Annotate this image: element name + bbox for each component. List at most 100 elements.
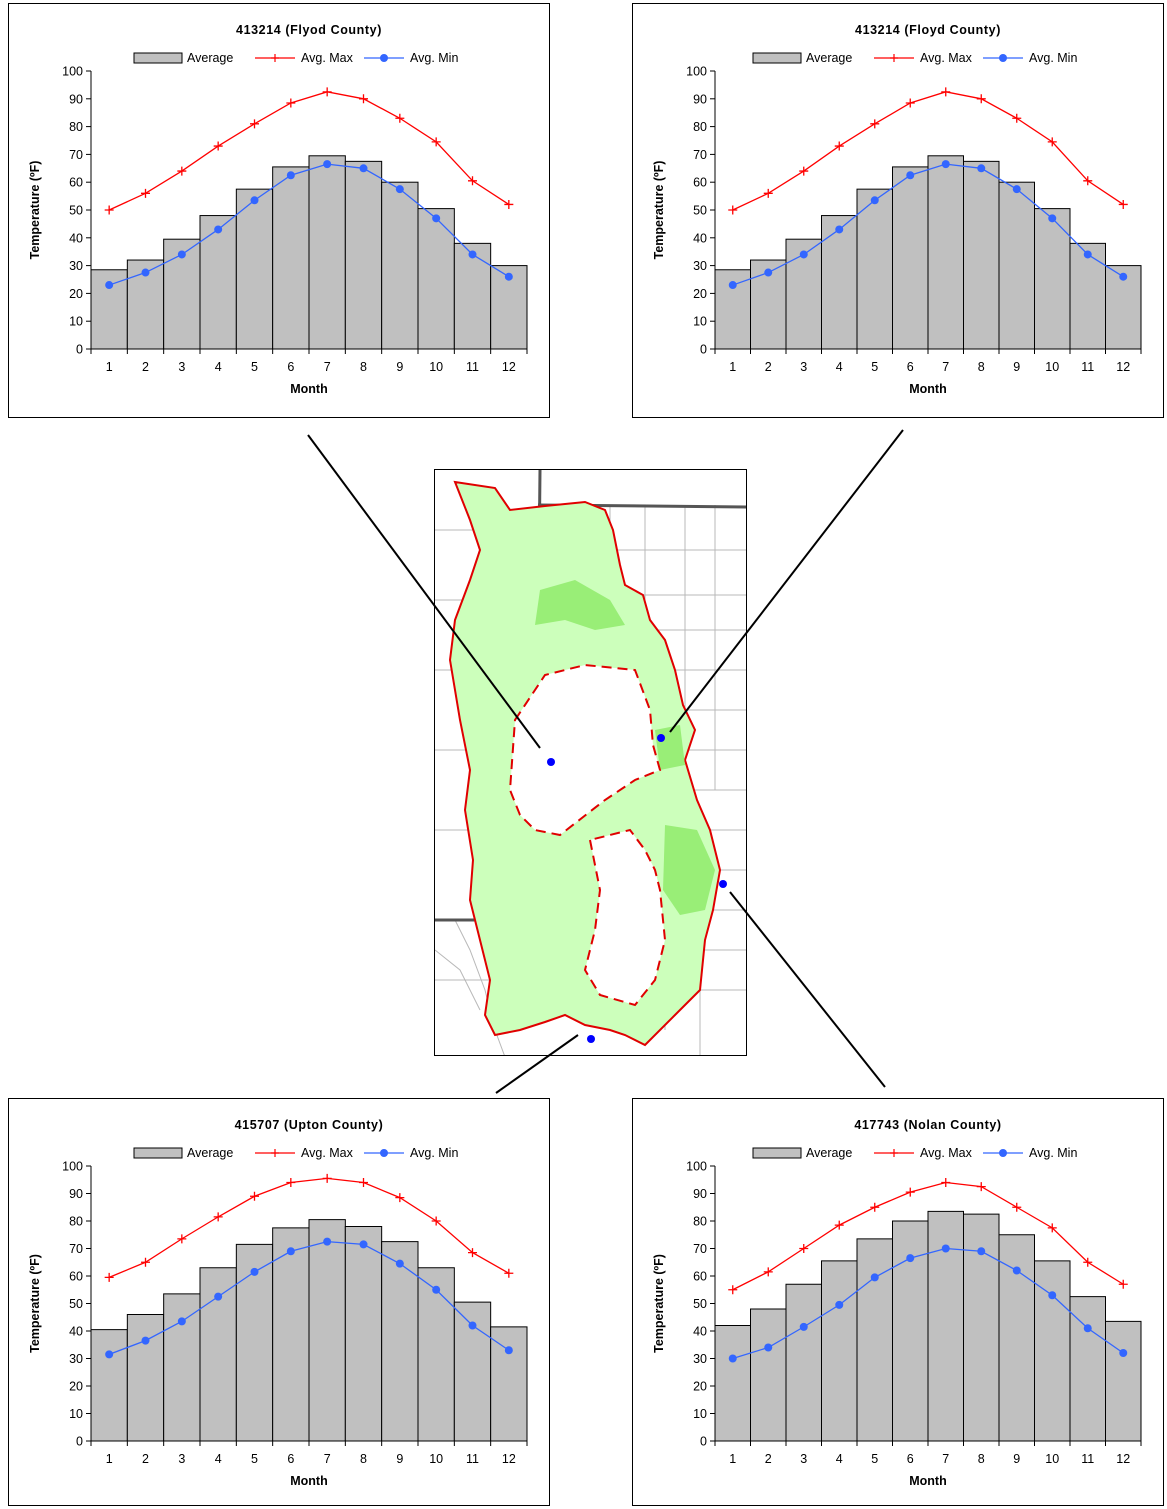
legend-marker-avg-max (890, 54, 898, 62)
leader-line-nolan (729, 891, 886, 1088)
y-tick-label: 80 (693, 120, 707, 134)
legend-marker-avg-max (271, 54, 279, 62)
avg-max-point-month-11 (1083, 1257, 1093, 1267)
x-tick-label: 11 (1081, 360, 1094, 374)
avg-min-point-month-6 (286, 171, 295, 180)
x-tick-label: 2 (765, 360, 772, 374)
avg-min-point-month-11 (1083, 250, 1092, 259)
line-series-avg-min (105, 160, 513, 290)
avg-min-point-month-7 (941, 160, 950, 169)
avg-min-point-month-6 (906, 171, 915, 180)
avg-min-point-month-2 (141, 268, 150, 277)
avg-max-point-month-2 (763, 188, 773, 198)
avg-min-point-month-2 (141, 1336, 150, 1345)
x-tick-label: 3 (178, 1452, 185, 1466)
y-axis-label: Temperature (ºF) (652, 1254, 666, 1353)
bar-average-month-3 (785, 1283, 822, 1442)
y-tick-label: 70 (693, 148, 707, 162)
legend-label-average: Average (187, 51, 233, 65)
bar-average-month-8 (344, 160, 383, 350)
y-tick-label: 90 (693, 1187, 707, 1201)
avg-min-point-month-4 (835, 225, 844, 234)
avg-max-point-month-2 (141, 188, 150, 198)
x-tick-label: 1 (106, 360, 113, 374)
avg-min-point-month-8 (977, 164, 986, 173)
avg-min-point-month-8 (359, 1240, 368, 1249)
avg-max-point-month-10 (1047, 137, 1057, 147)
avg-min-point-month-10 (1048, 214, 1057, 223)
legend-label-avg-max: Avg. Max (301, 1146, 354, 1160)
x-tick-label: 12 (502, 360, 516, 374)
y-tick-label: 0 (700, 343, 707, 357)
avg-max-point-month-3 (799, 166, 809, 176)
avg-max-point-month-3 (177, 166, 187, 176)
y-axis-label: Temperature (ºF) (652, 161, 666, 260)
legend-marker-avg-min (380, 1149, 388, 1157)
avg-max-point-month-10 (431, 137, 441, 147)
legend-swatch-average (752, 52, 802, 64)
x-tick-label: 11 (1081, 1452, 1094, 1466)
x-tick-label: 1 (729, 1452, 736, 1466)
avg-max-point-month-9 (395, 1193, 405, 1203)
x-tick-label: 2 (765, 1452, 772, 1466)
x-tick-label: 6 (287, 1452, 294, 1466)
avg-min-point-month-11 (468, 1321, 477, 1330)
avg-max-point-month-8 (976, 1182, 986, 1192)
legend-label-avg-min: Avg. Min (1029, 1146, 1077, 1160)
x-tick-label: 1 (729, 360, 736, 374)
x-tick-label: 1 (106, 1452, 113, 1466)
avg-min-line (732, 163, 1124, 286)
avg-max-point-month-8 (359, 94, 368, 104)
y-tick-label: 50 (693, 204, 707, 218)
y-tick-label: 100 (62, 1160, 83, 1174)
y-tick-label: 50 (69, 1297, 83, 1311)
y-tick-label: 10 (69, 1407, 83, 1421)
chart-title: 417743 (Nolan County) (854, 1118, 1001, 1132)
x-tick-label: 11 (466, 360, 479, 374)
legend-marker-avg-min (380, 54, 388, 62)
chart-nolan-county: 417743 (Nolan County) Average Avg. Max Avg.… (632, 1098, 1164, 1506)
chart-legend: Average Avg. Max Avg. Min (752, 1146, 1077, 1160)
avg-max-point-month-5 (870, 119, 880, 129)
y-tick-label: 60 (69, 176, 83, 190)
avg-min-point-month-12 (504, 1346, 513, 1355)
y-tick-label: 50 (69, 204, 83, 218)
avg-min-point-month-10 (432, 214, 441, 223)
line-series-avg-min (728, 1244, 1128, 1363)
y-axis-label: Temperature (ºF) (28, 1254, 42, 1353)
avg-max-point-month-4 (213, 1212, 223, 1222)
inner-white-zone-south (583, 828, 667, 1007)
inner-white-zone (508, 663, 662, 837)
avg-min-line (732, 1247, 1124, 1360)
avg-min-point-month-1 (728, 1354, 737, 1363)
bar-average-month-4 (199, 1267, 237, 1442)
y-tick-label: 60 (69, 1270, 83, 1284)
bar-average-month-5 (856, 1238, 893, 1442)
avg-min-point-month-7 (323, 1237, 332, 1246)
avg-min-point-month-5 (250, 196, 259, 205)
legend-label-average: Average (806, 51, 852, 65)
legend-marker-avg-max (271, 1149, 279, 1157)
avg-min-point-month-11 (1083, 1324, 1092, 1333)
bar-series-average (714, 1210, 1142, 1442)
chart-svg: 413214 (Floyd County)Average Avg. Max Avg.… (652, 23, 1142, 396)
x-tick-label: 5 (251, 360, 258, 374)
avg-max-line (732, 1181, 1124, 1291)
bar-average-month-1 (90, 1329, 128, 1442)
bar-average-month-10 (1034, 1260, 1071, 1442)
avg-max-point-month-11 (1083, 176, 1093, 186)
legend-label-avg-max: Avg. Max (920, 51, 973, 65)
y-tick-label: 30 (69, 1352, 83, 1366)
station-floyd-2 (657, 734, 665, 742)
avg-min-point-month-9 (1012, 1266, 1021, 1275)
legend-swatch-average (752, 1147, 802, 1159)
y-tick-label: 80 (69, 1215, 83, 1229)
avg-min-point-month-1 (105, 281, 114, 290)
chart-legend: Average Avg. Max Avg. Min (133, 1146, 458, 1160)
x-tick-label: 6 (907, 1452, 914, 1466)
avg-max-point-month-9 (1012, 1202, 1022, 1212)
avg-min-point-month-5 (250, 1267, 259, 1276)
avg-max-point-month-8 (976, 94, 986, 104)
y-tick-label: 80 (69, 120, 83, 134)
y-tick-label: 10 (69, 315, 83, 329)
